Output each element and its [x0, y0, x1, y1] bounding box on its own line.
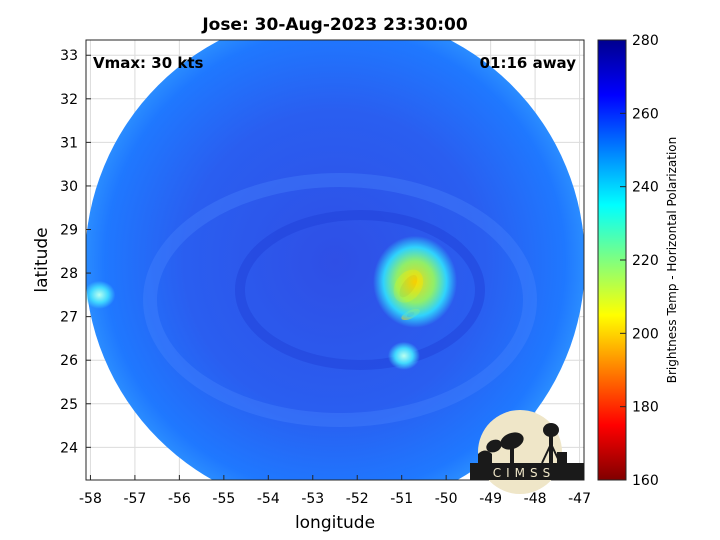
colorbar-tick-label-1: 180 — [632, 400, 659, 416]
y-tick-label-8: 32 — [60, 92, 78, 108]
y-tick-label-6: 30 — [60, 179, 78, 195]
x-tick-label-7: -51 — [390, 491, 413, 507]
x-tick-label-0: -58 — [79, 491, 102, 507]
y-axis-label: latitude — [32, 227, 52, 292]
cimss-logo-text: CIMSS — [493, 466, 556, 480]
x-axis: -58 -57 -56 -55 -54 -53 -52 -51 -50 -49 -48 -47 — [79, 475, 591, 507]
x-axis-label: longitude — [295, 513, 375, 533]
y-tick-label-9: 33 — [60, 48, 78, 64]
y-tick-label-4: 28 — [60, 266, 78, 282]
colorbar-tick-label-4: 240 — [632, 180, 659, 196]
plot-border — [85, 39, 585, 481]
x-tick-label-4: -54 — [257, 491, 280, 507]
x-tick-label-2: -56 — [168, 491, 191, 507]
colorbar-tick-label-5: 260 — [632, 106, 659, 122]
x-tick-label-5: -53 — [301, 491, 324, 507]
x-tick-label-3: -55 — [212, 491, 235, 507]
feature-layer — [86, 235, 458, 370]
cloud-band-outer — [143, 173, 537, 427]
y-tick-label-2: 26 — [60, 353, 78, 369]
feature-convective-region — [373, 235, 458, 328]
feature-western-edge-cell — [86, 280, 116, 309]
vmax-annotation: Vmax: 30 kts — [93, 54, 203, 72]
feature-southern-cell — [387, 341, 420, 370]
x-tick-label-6: -52 — [346, 491, 369, 507]
satellite-swath — [86, 40, 584, 480]
x-tick-label-1: -57 — [123, 491, 146, 507]
colorbar-tick-label-3: 220 — [632, 253, 659, 269]
x-tick-label-10: -48 — [524, 491, 547, 507]
y-tick-label-1: 25 — [60, 397, 78, 413]
colorbar-tick-label-2: 200 — [632, 326, 659, 342]
colorbar-ticks: 160 180 200 220 240 260 280 — [620, 33, 659, 489]
colorbar-tick-label-6: 280 — [632, 33, 659, 49]
colorbar-tick-label-0: 160 — [632, 473, 659, 489]
y-tick-label-7: 31 — [60, 135, 78, 151]
x-tick-label-8: -50 — [435, 491, 458, 507]
x-tick-label-11: -47 — [568, 491, 591, 507]
cimss-logo: CIMSS — [470, 410, 584, 494]
time-offset-annotation: 01:16 away — [480, 54, 577, 72]
cloud-band-inner — [235, 210, 485, 370]
y-tick-label-5: 29 — [60, 223, 78, 239]
y-tick-label-0: 24 — [60, 440, 78, 456]
colorbar-label: Brightness Temp - Horizontal Polarizatio… — [665, 137, 679, 384]
chart-title: Jose: 30-Aug-2023 23:30:00 — [201, 15, 468, 35]
x-tick-label-9: -49 — [479, 491, 502, 507]
y-axis: 24 25 26 27 28 29 30 31 32 33 — [60, 48, 91, 456]
y-tick-label-3: 27 — [60, 310, 78, 326]
